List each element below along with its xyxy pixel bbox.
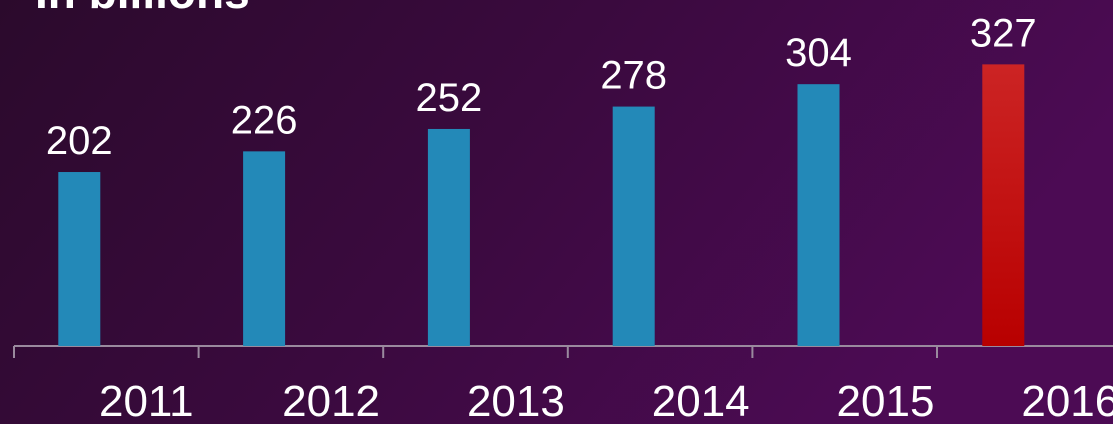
bar	[243, 151, 286, 346]
plot-area: 2011 202 2012 226 2013 252 2014 278 2015 304 2016 3…	[13, 11, 1113, 424]
value-label: 327	[970, 11, 1037, 55]
x-tick-label: 2016	[1021, 377, 1113, 424]
bar	[982, 64, 1025, 346]
bar	[427, 128, 470, 346]
x-tick-label: 2011	[99, 377, 194, 424]
x-tick-label: 2013	[467, 377, 565, 424]
chart-title: In billions	[35, 0, 250, 18]
value-label: 278	[600, 54, 667, 98]
value-label: 252	[416, 76, 483, 120]
value-label: 202	[46, 119, 113, 163]
x-tick-label: 2012	[282, 377, 380, 424]
bar	[58, 172, 101, 346]
value-label: 304	[785, 31, 852, 75]
bar	[612, 106, 655, 346]
x-tick-label: 2014	[652, 377, 750, 424]
bar	[797, 84, 840, 347]
x-tick-label: 2015	[837, 377, 935, 424]
value-label: 226	[231, 98, 298, 142]
